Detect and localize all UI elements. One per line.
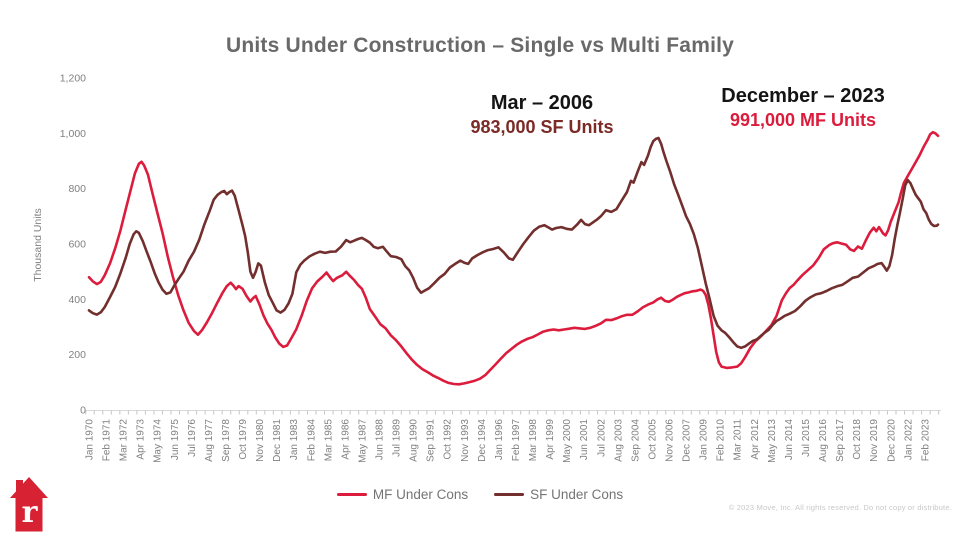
svg-text:Mar 1972: Mar 1972 <box>119 419 130 462</box>
svg-text:Jun 2001: Jun 2001 <box>579 419 590 461</box>
annotation-sf-peak-value: 983,000 SF Units <box>470 117 614 137</box>
svg-text:Jul 2002: Jul 2002 <box>596 419 607 457</box>
annotation-mf-peak-date: December – 2023 <box>721 85 885 107</box>
svg-text:Sep 1991: Sep 1991 <box>426 419 437 462</box>
svg-text:Jun 2014: Jun 2014 <box>784 419 795 461</box>
svg-text:May 2013: May 2013 <box>767 419 778 463</box>
svg-text:Sep 2017: Sep 2017 <box>835 419 846 462</box>
svg-text:Jan 1970: Jan 1970 <box>85 419 96 461</box>
svg-text:Oct 2018: Oct 2018 <box>852 419 863 460</box>
annotation-mf-peak-value: 991,000 MF Units <box>729 110 877 130</box>
legend-label-sf: SF Under Cons <box>530 487 624 502</box>
svg-text:Mar 2011: Mar 2011 <box>733 419 744 461</box>
svg-text:Jun 1988: Jun 1988 <box>374 419 385 461</box>
svg-text:Oct 1992: Oct 1992 <box>443 419 454 460</box>
svg-text:Sep 2004: Sep 2004 <box>630 419 641 462</box>
svg-text:Oct 1979: Oct 1979 <box>238 419 249 460</box>
svg-text:1,200: 1,200 <box>60 73 86 85</box>
svg-text:Feb 1997: Feb 1997 <box>511 419 522 462</box>
svg-text:200: 200 <box>68 349 86 361</box>
svg-text:Apr 1973: Apr 1973 <box>136 419 147 460</box>
y-axis-title: Thousand Units <box>32 208 44 282</box>
svg-text:May 1974: May 1974 <box>153 419 164 463</box>
annotation-sf-peak: Mar – 2006 983,000 SF Units <box>432 91 652 139</box>
svg-text:Jun 1975: Jun 1975 <box>170 419 181 461</box>
svg-text:Mar 1985: Mar 1985 <box>323 419 334 462</box>
legend: MF Under Cons SF Under Cons <box>0 487 960 502</box>
svg-text:Aug 1977: Aug 1977 <box>204 419 215 462</box>
annotation-mf-peak: December – 2023 991,000 MF Units <box>693 84 913 132</box>
svg-text:Dec 1981: Dec 1981 <box>272 419 283 462</box>
svg-text:Feb 1984: Feb 1984 <box>306 419 317 462</box>
svg-text:Apr 1999: Apr 1999 <box>545 419 556 460</box>
svg-text:Nov 2006: Nov 2006 <box>664 419 675 462</box>
svg-text:Sep 1978: Sep 1978 <box>221 419 232 462</box>
annotation-sf-peak-date: Mar – 2006 <box>490 92 594 114</box>
svg-text:800: 800 <box>68 183 86 195</box>
svg-text:400: 400 <box>68 294 86 306</box>
mf-line-swatch <box>336 492 367 497</box>
house-icon: r <box>10 477 48 532</box>
svg-text:Nov 1993: Nov 1993 <box>460 419 471 462</box>
svg-text:May 1987: May 1987 <box>357 419 368 463</box>
svg-text:Dec 1994: Dec 1994 <box>477 419 488 462</box>
svg-text:Nov 2019: Nov 2019 <box>869 419 880 462</box>
svg-text:Jul 2015: Jul 2015 <box>801 419 812 457</box>
svg-text:1,000: 1,000 <box>60 128 86 140</box>
svg-text:Dec 2007: Dec 2007 <box>682 419 693 462</box>
sf-line-swatch <box>494 492 525 497</box>
svg-text:Jan 2009: Jan 2009 <box>699 419 710 461</box>
svg-text:Dec 2020: Dec 2020 <box>886 419 897 462</box>
copyright-footer: © 2023 Move, Inc. All rights reserved. D… <box>728 503 952 512</box>
svg-text:Jan 1996: Jan 1996 <box>494 419 505 461</box>
svg-text:May 2000: May 2000 <box>562 419 573 463</box>
svg-text:Aug 2016: Aug 2016 <box>818 419 829 462</box>
legend-item-mf: MF Under Cons <box>336 487 469 502</box>
realtor-house-logo: r <box>10 477 48 532</box>
svg-text:Mar 1998: Mar 1998 <box>528 419 539 462</box>
svg-text:600: 600 <box>68 239 86 251</box>
svg-text:Oct 2005: Oct 2005 <box>647 419 658 460</box>
svg-text:Jul 1989: Jul 1989 <box>392 419 403 457</box>
legend-label-mf: MF Under Cons <box>372 487 469 502</box>
svg-text:Jul 1976: Jul 1976 <box>187 419 198 457</box>
svg-text:Jan 2022: Jan 2022 <box>903 419 914 461</box>
svg-text:0: 0 <box>80 405 86 417</box>
svg-text:Feb 2023: Feb 2023 <box>920 419 931 462</box>
legend-item-sf: SF Under Cons <box>494 487 623 502</box>
svg-text:Aug 1990: Aug 1990 <box>409 419 420 462</box>
svg-text:Feb 1971: Feb 1971 <box>102 419 113 462</box>
svg-text:Apr 2012: Apr 2012 <box>750 419 761 460</box>
svg-text:Feb 2010: Feb 2010 <box>716 419 727 462</box>
chart-title: Units Under Construction – Single vs Mul… <box>225 34 735 57</box>
svg-text:Nov 1980: Nov 1980 <box>255 419 266 462</box>
svg-text:Aug 2003: Aug 2003 <box>613 419 624 462</box>
svg-text:Apr 1986: Apr 1986 <box>340 419 351 460</box>
logo-letter-r: r <box>22 495 39 530</box>
svg-text:Jan 1983: Jan 1983 <box>289 419 300 461</box>
